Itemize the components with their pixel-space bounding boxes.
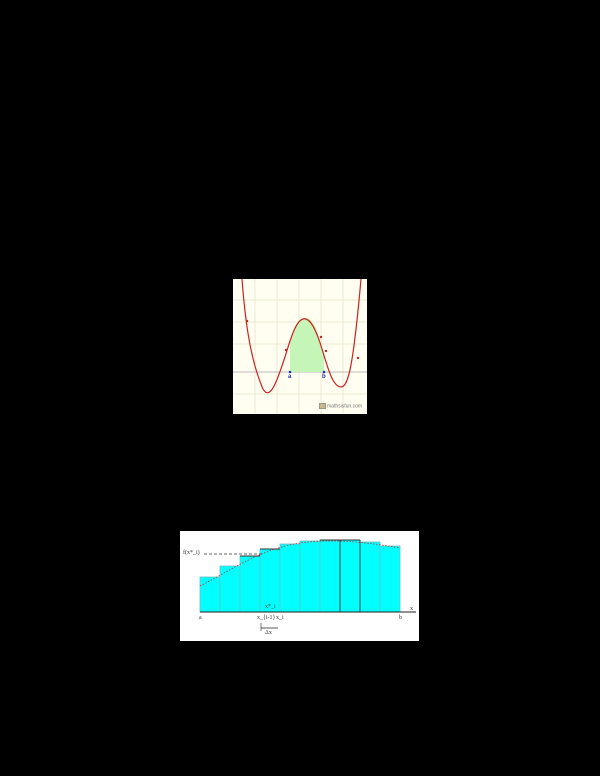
label-a: a: [199, 615, 202, 621]
watermark: mathsisfun.com: [319, 403, 362, 409]
riemann-plot: [199, 539, 416, 631]
x-i-minus-1-label: x_{i-1}: [257, 615, 276, 621]
label-b: b: [399, 615, 402, 621]
logo-icon: [319, 403, 326, 409]
quartic-area-figure: a b mathsisfun.com: [233, 279, 367, 414]
quartic-plot: [233, 279, 367, 414]
label-b: b: [322, 374, 326, 380]
x-axis-label: x: [410, 606, 413, 612]
label-a: a: [288, 374, 292, 380]
x-star-label: x*_i: [265, 604, 276, 610]
riemann-sum-figure: f(x*_i) a b x x_{i-1} x_i x*_i Δx: [180, 531, 419, 641]
delta-x-label: Δx: [265, 630, 272, 636]
x-i-label: x_i: [276, 615, 284, 621]
f-label: f(x*_i): [183, 550, 200, 556]
